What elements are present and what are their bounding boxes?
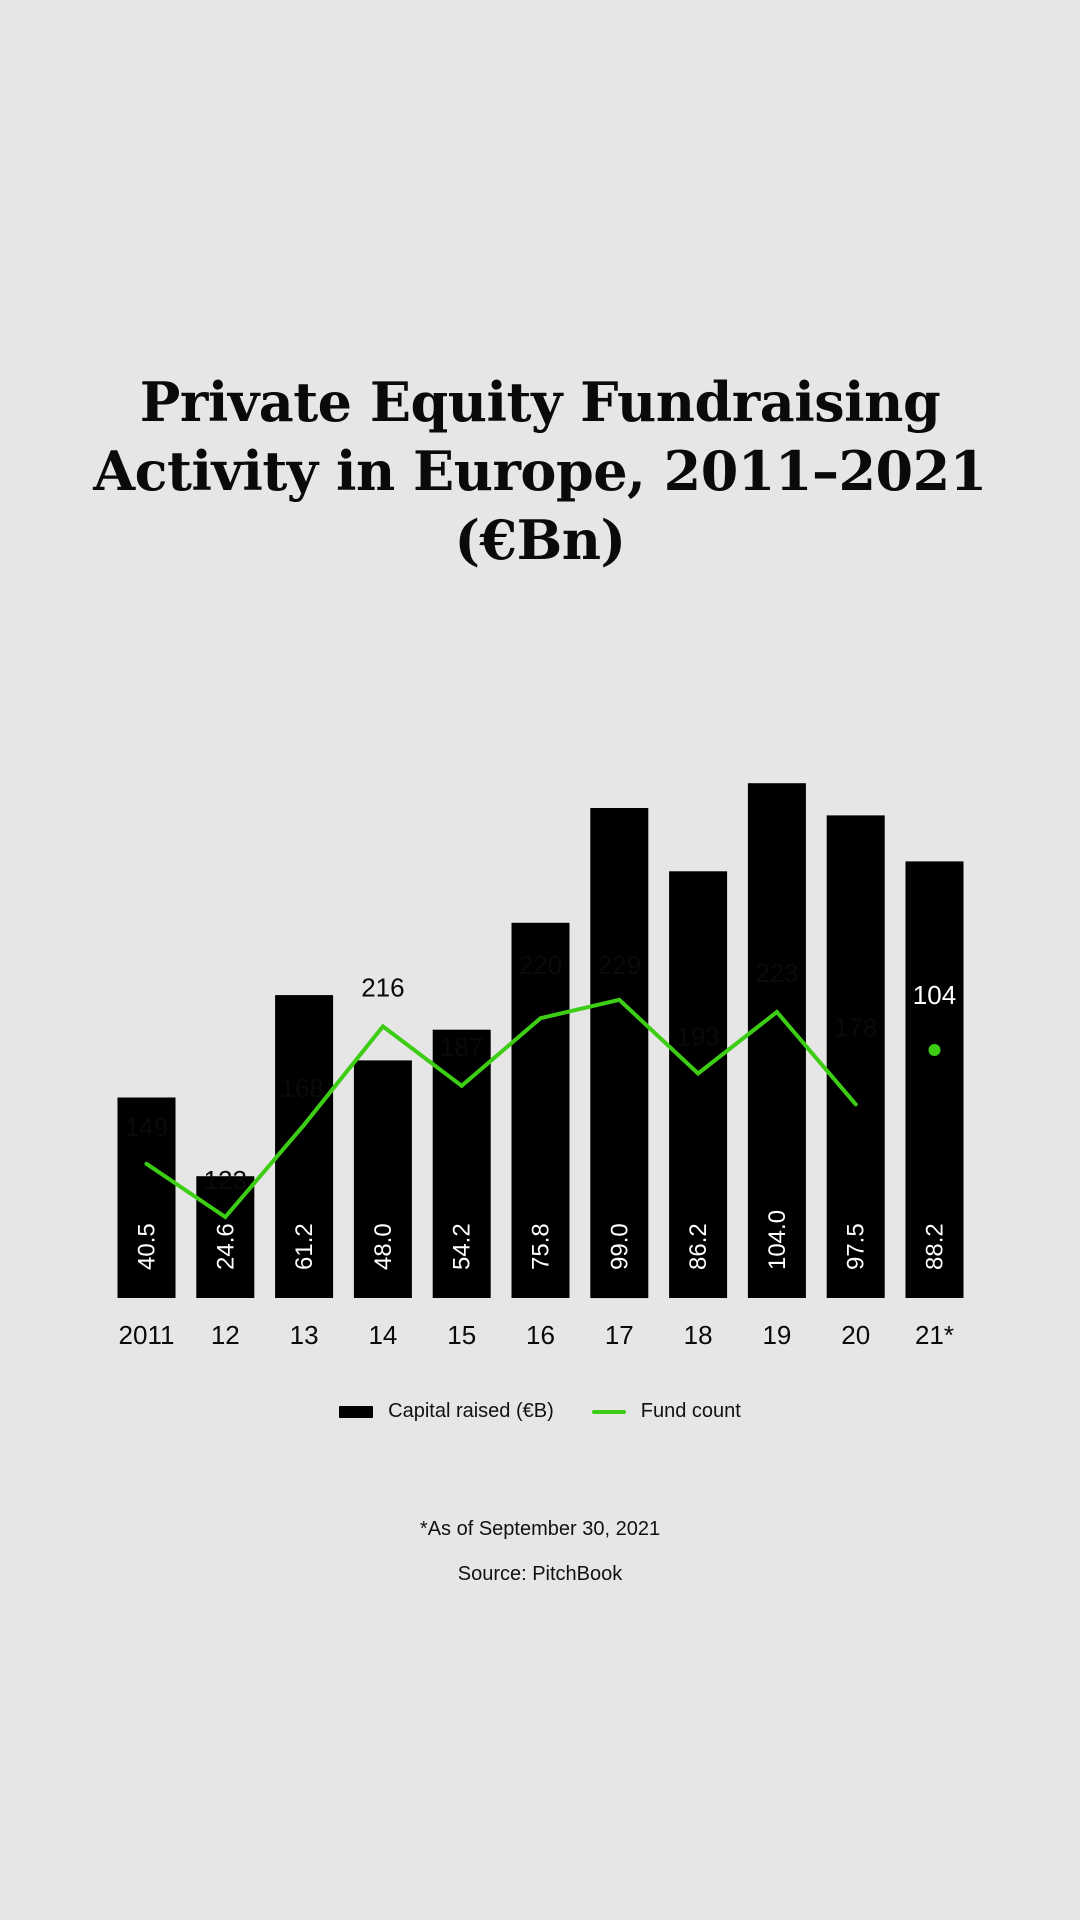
x-axis-tick-label: 14 bbox=[368, 1320, 397, 1350]
legend-bar-swatch bbox=[339, 1405, 374, 1418]
fund-count-label: 220 bbox=[519, 950, 562, 980]
bar-value-label: 40.5 bbox=[134, 1223, 161, 1270]
legend-label-capital: Capital raised (€B) bbox=[388, 1400, 554, 1422]
x-axis-tick-label: 2011 bbox=[119, 1320, 175, 1350]
footnote: *As of September 30, 2021 bbox=[419, 1518, 661, 1540]
source-note: Source: PitchBook bbox=[457, 1563, 623, 1585]
legend-label-fund-count: Fund count bbox=[640, 1400, 741, 1422]
x-axis-tick-label: 16 bbox=[526, 1320, 555, 1350]
fund-count-label: 123 bbox=[204, 1165, 247, 1195]
bar-value-label: 54.2 bbox=[449, 1223, 476, 1270]
fund-count-label: 216 bbox=[361, 972, 404, 1002]
bar-value-label: 88.2 bbox=[922, 1223, 949, 1270]
x-axis-tick-label: 19 bbox=[762, 1320, 791, 1350]
fund-count-label: 223 bbox=[755, 958, 798, 988]
bar-value-label: 86.2 bbox=[685, 1223, 712, 1270]
bar-capital-raised bbox=[353, 1060, 412, 1298]
chart-title-line: Activity in Europe, 2011–2021 bbox=[93, 439, 987, 503]
legend-line-swatch bbox=[591, 1409, 626, 1414]
bar-value-label: 97.5 bbox=[843, 1223, 870, 1270]
fund-count-label: 193 bbox=[676, 1022, 719, 1052]
fund-count-label: 187 bbox=[440, 1032, 483, 1062]
bar-capital-raised bbox=[117, 1097, 176, 1298]
bar-capital-raised bbox=[826, 815, 885, 1298]
chart-legend: Capital raised (€B) Fund count bbox=[0, 1400, 1080, 1423]
x-axis-tick-label: 20 bbox=[841, 1320, 870, 1350]
fund-count-label: 168 bbox=[280, 1073, 323, 1103]
bar-capital-raised bbox=[511, 922, 570, 1298]
chart-title: Private Equity Fundraising Activity in E… bbox=[0, 368, 1080, 575]
legend-item-capital: Capital raised (€B) bbox=[339, 1400, 554, 1423]
bar-capital-raised bbox=[747, 783, 806, 1298]
bar-capital-raised bbox=[590, 808, 649, 1299]
x-axis-tick-label: 13 bbox=[290, 1320, 319, 1350]
bar-value-label: 104.0 bbox=[764, 1210, 791, 1270]
legend-item-fund-count: Fund count bbox=[591, 1400, 741, 1423]
bar-capital-raised bbox=[432, 1029, 491, 1298]
bar-value-label: 61.2 bbox=[291, 1223, 318, 1270]
fund-count-label: 149 bbox=[125, 1112, 168, 1142]
bar-value-label: 99.0 bbox=[606, 1223, 633, 1270]
bar-capital-raised bbox=[905, 861, 964, 1298]
fund-count-label: 104 bbox=[913, 980, 956, 1010]
bar-capital-raised bbox=[669, 871, 728, 1298]
x-axis-tick-label: 18 bbox=[684, 1320, 713, 1350]
bar-value-label: 75.8 bbox=[528, 1223, 555, 1270]
x-axis-tick-label: 12 bbox=[211, 1320, 240, 1350]
fund-count-point bbox=[928, 1044, 941, 1056]
x-axis-tick-label: 21* bbox=[915, 1320, 954, 1350]
fund-count-label: 178 bbox=[834, 1012, 877, 1042]
chart-title-line: Private Equity Fundraising bbox=[139, 370, 941, 434]
bar-value-label: 48.0 bbox=[370, 1223, 397, 1270]
bar-value-label: 24.6 bbox=[212, 1223, 239, 1270]
chart-title-line: (€Bn) bbox=[454, 508, 626, 572]
fund-count-line bbox=[144, 997, 858, 1220]
fund-count-label: 229 bbox=[598, 950, 641, 980]
x-axis-tick-label: 15 bbox=[447, 1320, 476, 1350]
x-axis-tick-label: 17 bbox=[605, 1320, 634, 1350]
